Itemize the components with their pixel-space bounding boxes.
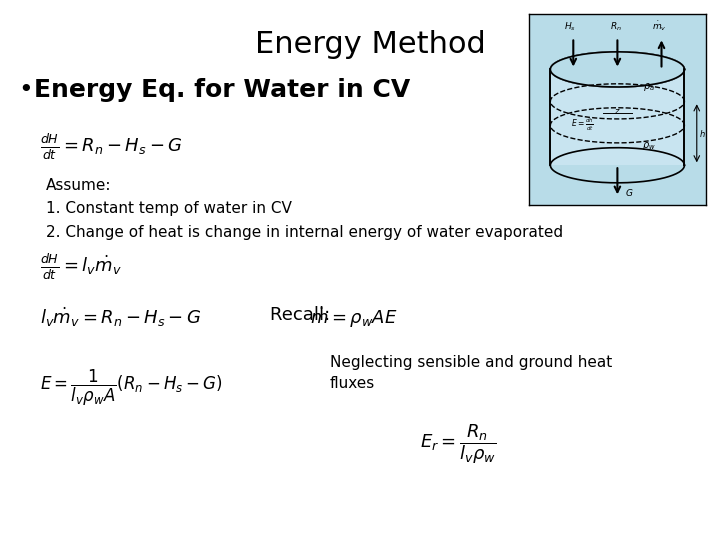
Text: $\frac{dH}{dt} = R_n - H_s - G$: $\frac{dH}{dt} = R_n - H_s - G$	[40, 132, 183, 161]
Text: $R_n$: $R_n$	[610, 21, 621, 33]
Polygon shape	[550, 70, 685, 165]
Text: $H_s$: $H_s$	[564, 21, 576, 33]
Text: $\rho_w$: $\rho_w$	[642, 140, 656, 152]
Text: $h$: $h$	[698, 128, 706, 139]
Text: $E = \frac{dh}{dt}$: $E = \frac{dh}{dt}$	[571, 117, 593, 133]
Text: $\rho_a$: $\rho_a$	[643, 80, 655, 92]
Text: Neglecting sensible and ground heat
fluxes: Neglecting sensible and ground heat flux…	[330, 355, 612, 391]
Text: •: •	[18, 78, 32, 102]
Text: $\dot{m}_v$: $\dot{m}_v$	[652, 19, 667, 33]
Polygon shape	[550, 52, 685, 87]
Text: $z$: $z$	[614, 107, 621, 116]
Text: Assume:
1. Constant temp of water in CV
2. Change of heat is change in internal : Assume: 1. Constant temp of water in CV …	[46, 178, 563, 240]
Text: $l_v \dot{m}_v = R_n - H_s - G$: $l_v \dot{m}_v = R_n - H_s - G$	[40, 306, 202, 329]
Text: $\frac{dH}{dt} = l_v \dot{m}_v$: $\frac{dH}{dt} = l_v \dot{m}_v$	[40, 252, 122, 282]
Text: $E = \dfrac{1}{l_v \rho_w A}\left(R_n - H_s - G\right)$: $E = \dfrac{1}{l_v \rho_w A}\left(R_n - …	[40, 368, 222, 408]
Text: $E_r = \dfrac{R_n}{l_v \rho_w}$: $E_r = \dfrac{R_n}{l_v \rho_w}$	[420, 422, 496, 465]
Text: $\dot{m} = \rho_w AE$: $\dot{m} = \rho_w AE$	[310, 306, 397, 330]
Text: $G$: $G$	[626, 187, 634, 198]
Text: Recall:: Recall:	[270, 306, 342, 324]
Text: Energy Method: Energy Method	[255, 30, 485, 59]
Text: Energy Eq. for Water in CV: Energy Eq. for Water in CV	[34, 78, 410, 102]
